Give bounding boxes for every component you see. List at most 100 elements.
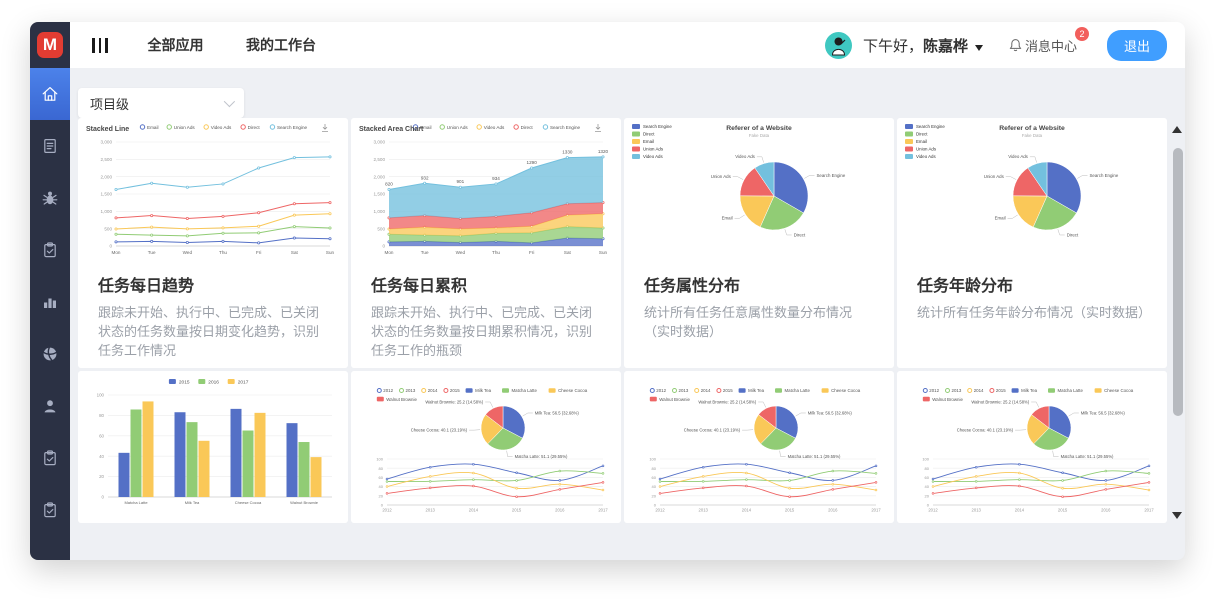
dashboard-card[interactable]: Referer of a Website Fake Data Search Engi… — [897, 118, 1167, 368]
sidebar-item-clipboard-check[interactable] — [30, 224, 70, 276]
dashboard-card[interactable]: 2012 2013 2014 2015 Milk Tea Matcha Latte Chee… — [624, 371, 894, 523]
dashboard-card[interactable]: 0 500 1,000 1,500 2,000 2,500 3,000 Mon Tue Wed Th… — [78, 118, 348, 368]
svg-text:2016: 2016 — [828, 508, 838, 513]
svg-text:2016: 2016 — [208, 379, 219, 385]
svg-text:Email: Email — [147, 125, 159, 130]
card-title: 任务每日累积 — [371, 278, 468, 295]
svg-text:1330: 1330 — [562, 150, 573, 155]
sidebar-item-bug[interactable] — [30, 172, 70, 224]
sidebar-item-globe[interactable] — [30, 328, 70, 380]
svg-text:2014: 2014 — [469, 508, 479, 513]
sidebar-item-home[interactable] — [30, 68, 70, 120]
globe-icon — [43, 347, 57, 361]
nav-all-apps[interactable]: 全部应用 — [147, 37, 204, 53]
scrollbar-up-arrow[interactable] — [1172, 126, 1182, 133]
svg-text:Mon: Mon — [385, 250, 394, 255]
svg-text:1290: 1290 — [527, 160, 538, 165]
stacked-line-chart: 0 500 1,000 1,500 2,000 2,500 3,000 Mon Tue Wed Th… — [86, 124, 335, 255]
svg-text:100: 100 — [97, 393, 105, 398]
svg-text:2015: 2015 — [450, 388, 460, 393]
main-nav: 全部应用 我的工作台 — [148, 35, 354, 55]
svg-text:2,500: 2,500 — [374, 157, 386, 162]
svg-text:Email: Email — [643, 139, 654, 144]
svg-text:Cheese Cocoa: 40.1 (23.19%): Cheese Cocoa: 40.1 (23.19%) — [957, 428, 1014, 433]
svg-text:1,500: 1,500 — [374, 192, 386, 197]
svg-text:60: 60 — [99, 433, 104, 438]
card-desc: 跟踪未开始、执行中、已完成、已关闭状态的任务数量按日期变化趋势，识别任务工作情况 — [98, 305, 320, 358]
svg-text:2013: 2013 — [426, 508, 436, 513]
message-center[interactable]: 消息中心 2 — [1009, 26, 1089, 55]
svg-text:Matcha Latte: 51.1 (29.55%): Matcha Latte: 51.1 (29.55%) — [788, 454, 841, 459]
logout-button[interactable]: 退出 — [1106, 29, 1167, 61]
svg-text:Tue: Tue — [148, 250, 156, 255]
svg-text:Sun: Sun — [326, 250, 335, 255]
svg-text:2014: 2014 — [428, 388, 438, 393]
svg-text:2017: 2017 — [871, 508, 881, 513]
svg-text:80: 80 — [925, 466, 930, 471]
svg-text:Walnut Brownie: 25.2 (14.58%): Walnut Brownie: 25.2 (14.58%) — [971, 399, 1029, 404]
app-logo[interactable]: M — [37, 32, 63, 58]
menu-icon[interactable] — [92, 37, 108, 53]
svg-text:Video Ads: Video Ads — [643, 154, 663, 159]
svg-text:Milk Tea: Milk Tea — [475, 388, 492, 393]
svg-text:Matcha Latte: Matcha Latte — [124, 500, 148, 505]
svg-text:0: 0 — [109, 244, 112, 249]
sidebar-item-clipboard-check[interactable] — [30, 484, 70, 536]
dashboard-card[interactable]: 2015 2016 2017 0 20 40 60 80 100 Matcha Latte Milk… — [78, 371, 348, 523]
sidebar — [30, 68, 70, 560]
svg-text:20: 20 — [99, 474, 104, 479]
greeting-prefix: 下午好， — [862, 37, 923, 55]
svg-text:Cheese Cocoa: Cheese Cocoa — [831, 388, 861, 393]
svg-text:2013: 2013 — [679, 388, 689, 393]
clipboard-check-icon — [44, 502, 56, 518]
svg-text:Milk Tea: Milk Tea — [185, 500, 200, 505]
card-desc: 统计所有任务任意属性数量分布情况（实时数据） — [644, 305, 853, 339]
svg-text:3,000: 3,000 — [101, 140, 113, 145]
svg-text:80: 80 — [379, 466, 384, 471]
svg-text:Cheese Cocoa: 40.1 (23.19%): Cheese Cocoa: 40.1 (23.19%) — [411, 428, 468, 433]
dashboard-card[interactable]: 2012 2013 2014 2015 Milk Tea Matcha Latte Chee… — [897, 371, 1167, 523]
svg-text:Direct: Direct — [1067, 232, 1079, 237]
svg-text:2012: 2012 — [383, 388, 393, 393]
scope-select[interactable]: 项目级 — [78, 88, 244, 118]
svg-text:1,000: 1,000 — [374, 209, 386, 214]
nav-my-workspace[interactable]: 我的工作台 — [245, 37, 316, 53]
sidebar-item-bar-chart[interactable] — [30, 276, 70, 328]
user-avatar[interactable] — [824, 31, 852, 59]
app-window: M 全部应用 我的工作台 下午好，陈嘉桦 — [30, 22, 1185, 560]
svg-text:2015: 2015 — [996, 388, 1006, 393]
svg-text:Milk Tea: Milk Tea — [748, 388, 765, 393]
scrollbar-thumb[interactable] — [1173, 148, 1183, 416]
svg-text:Fake Data: Fake Data — [749, 133, 770, 138]
notification-badge: 2 — [1074, 26, 1089, 41]
svg-text:2015: 2015 — [785, 508, 795, 513]
scrollbar-down-arrow[interactable] — [1172, 512, 1182, 519]
dashboard-card[interactable]: 2012 2013 2014 2015 Milk Tea Matcha Latte Chee… — [351, 371, 621, 523]
user-icon — [44, 400, 56, 413]
svg-text:3,000: 3,000 — [374, 140, 386, 145]
svg-text:2,500: 2,500 — [101, 157, 113, 162]
svg-text:Union Ads: Union Ads — [447, 125, 469, 130]
dashboard-card[interactable]: 0 500 1,000 1,500 2,000 2,500 3,000 Mon Tue Wed Th… — [351, 118, 621, 368]
svg-text:2012: 2012 — [655, 508, 665, 513]
svg-text:80: 80 — [652, 466, 657, 471]
svg-text:Union Ads: Union Ads — [711, 174, 732, 179]
svg-text:Direct: Direct — [794, 232, 806, 237]
sidebar-item-user[interactable] — [30, 380, 70, 432]
svg-text:2012: 2012 — [929, 388, 939, 393]
svg-text:2013: 2013 — [952, 388, 962, 393]
pie-line-combo-chart: 2012 2013 2014 2015 Milk Tea Matcha Latte Chee… — [649, 388, 881, 513]
sidebar-item-clipboard-check[interactable] — [30, 432, 70, 484]
svg-text:80: 80 — [99, 413, 104, 418]
svg-text:Search Engine: Search Engine — [277, 125, 308, 130]
svg-text:0: 0 — [382, 244, 385, 249]
svg-text:Direct: Direct — [643, 132, 655, 137]
sidebar-item-document[interactable] — [30, 120, 70, 172]
svg-text:2017: 2017 — [1144, 508, 1154, 513]
svg-text:Search Engine: Search Engine — [1089, 173, 1118, 178]
clipboard-check-icon — [44, 450, 56, 466]
user-greeting[interactable]: 下午好，陈嘉桦 — [863, 35, 983, 56]
svg-text:1,000: 1,000 — [101, 209, 113, 214]
dashboard-card[interactable]: Referer of a Website Fake Data Search Engi… — [624, 118, 894, 368]
